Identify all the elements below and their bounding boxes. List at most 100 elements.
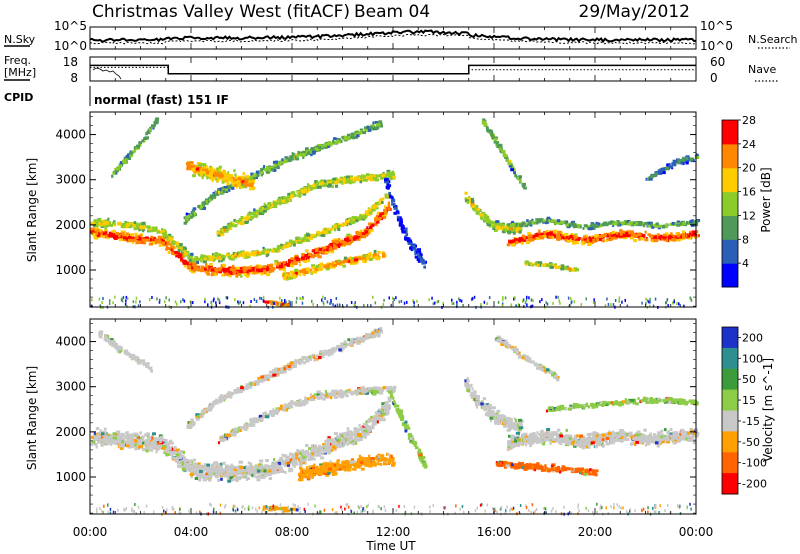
power-cell [222,267,225,271]
power-cell [567,239,571,243]
power-cell [272,300,274,304]
power-cell [285,159,289,163]
velocity-cell [197,462,201,466]
power-cell [526,260,529,264]
nave-label: Nave [748,63,776,76]
power-cell [685,161,689,165]
power-cell [305,249,309,253]
power-cell [333,224,337,228]
power-cell [383,208,388,212]
power-cell [277,261,282,265]
power-cell [354,133,357,137]
power-cell [513,171,516,175]
power-cell [373,174,376,178]
power-cell [345,137,350,141]
beam-title: Beam 04 [354,2,430,22]
power-cell [335,243,338,246]
power-colorbar-segment [722,239,738,264]
power-cell [343,256,348,260]
power-cell [119,161,123,165]
power-cell [121,299,124,303]
power-cell [218,255,221,259]
power-cell [318,143,322,147]
power-cell [154,241,158,245]
power-cell [436,300,438,304]
power-cell [145,236,148,240]
power-cell [212,258,216,262]
power-cell [288,260,292,264]
velocity-cell [179,453,183,457]
power-cell [252,174,257,177]
power-cell [568,236,571,240]
power-cell [282,267,286,271]
power-cell [676,223,681,227]
power-cell [125,224,129,228]
velocity-cell [283,463,288,467]
power-cell [262,295,265,299]
power-cell [250,216,254,220]
power-cell [569,235,573,239]
velocity-cell [173,446,177,449]
power-cell [493,229,498,232]
noise-search-label: N.Search [748,33,798,46]
power-cell [245,274,250,278]
power-cell [209,263,213,266]
velocity-cell [367,432,370,436]
power-cell [191,268,195,271]
power-cell [127,225,132,229]
power-cell [659,171,662,175]
velocity-cell [261,466,265,470]
power-cell [290,240,294,244]
power-cell [295,157,300,161]
power-cell [139,225,142,229]
power-cell [266,253,270,257]
power-cell [391,202,396,206]
power-cell [428,298,430,302]
velocity-cell [176,461,180,465]
velocity-cell [385,412,388,416]
power-cell [221,180,225,184]
power-cell [189,300,192,304]
power-cell [647,223,650,227]
power-cell [149,229,153,233]
power-cell [260,272,264,276]
power-cell [225,188,230,192]
velocity-cell [163,451,167,454]
velocity-cell [207,476,210,480]
power-cell [218,233,221,237]
power-cell [231,257,235,261]
power-cell [301,297,303,301]
power-cell [273,163,277,167]
velocity-cell [276,466,280,470]
velocity-cell [353,441,358,445]
power-cell [557,230,562,234]
power-cell [92,232,96,236]
power-cell [161,230,165,234]
power-cell [642,224,646,228]
power-cell [134,232,137,236]
power-cell [610,303,612,307]
power-cell [590,224,595,228]
power-cell [560,267,564,271]
power-cell [335,184,339,188]
power-cell [299,296,301,300]
power-cell [272,168,277,172]
power-cell [388,172,393,176]
power-cell [262,265,267,269]
power-cell [506,158,509,162]
power-cell [321,298,323,302]
power-cell [384,178,388,182]
power-cell [105,221,109,225]
power-cell [665,223,668,227]
power-cell [273,267,276,270]
power-cell [367,128,372,132]
velocity-cell [359,427,362,431]
power-cell [303,236,306,240]
velocity-cell [95,433,98,436]
power-cell [250,172,254,176]
power-cell [205,263,208,267]
power-cell [141,225,146,229]
power-cell [206,265,209,269]
power-cell [98,222,102,226]
